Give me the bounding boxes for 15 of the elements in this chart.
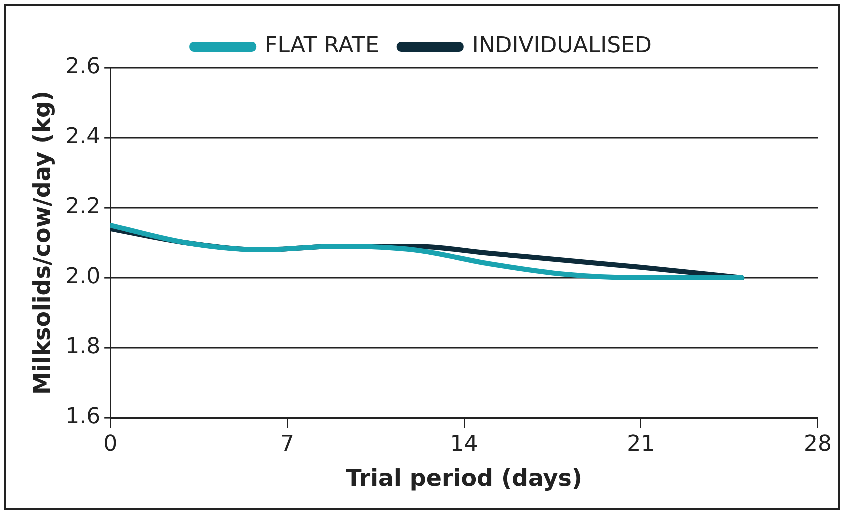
y-tick-label: 2.2 [66,194,101,220]
y-axis-title: Milksolids/cow/day (kg) [30,91,56,395]
x-axis-title: Trial period (days) [346,466,582,492]
x-tick-label: 21 [627,432,656,457]
x-tick-label: 0 [104,432,118,457]
x-tick-label: 14 [450,432,478,457]
legend-label: FLAT RATE [265,34,380,59]
y-tick-label: 2.6 [66,54,101,80]
y-tick-label: 1.8 [66,334,101,360]
legend-label: INDIVIDUALISED [472,34,652,59]
y-tick-label: 1.6 [66,404,101,430]
y-tick-label: 2.4 [66,124,101,150]
x-tick-label: 7 [280,432,294,457]
y-tick-label: 2.0 [66,264,101,290]
x-tick-label: 28 [804,432,832,457]
